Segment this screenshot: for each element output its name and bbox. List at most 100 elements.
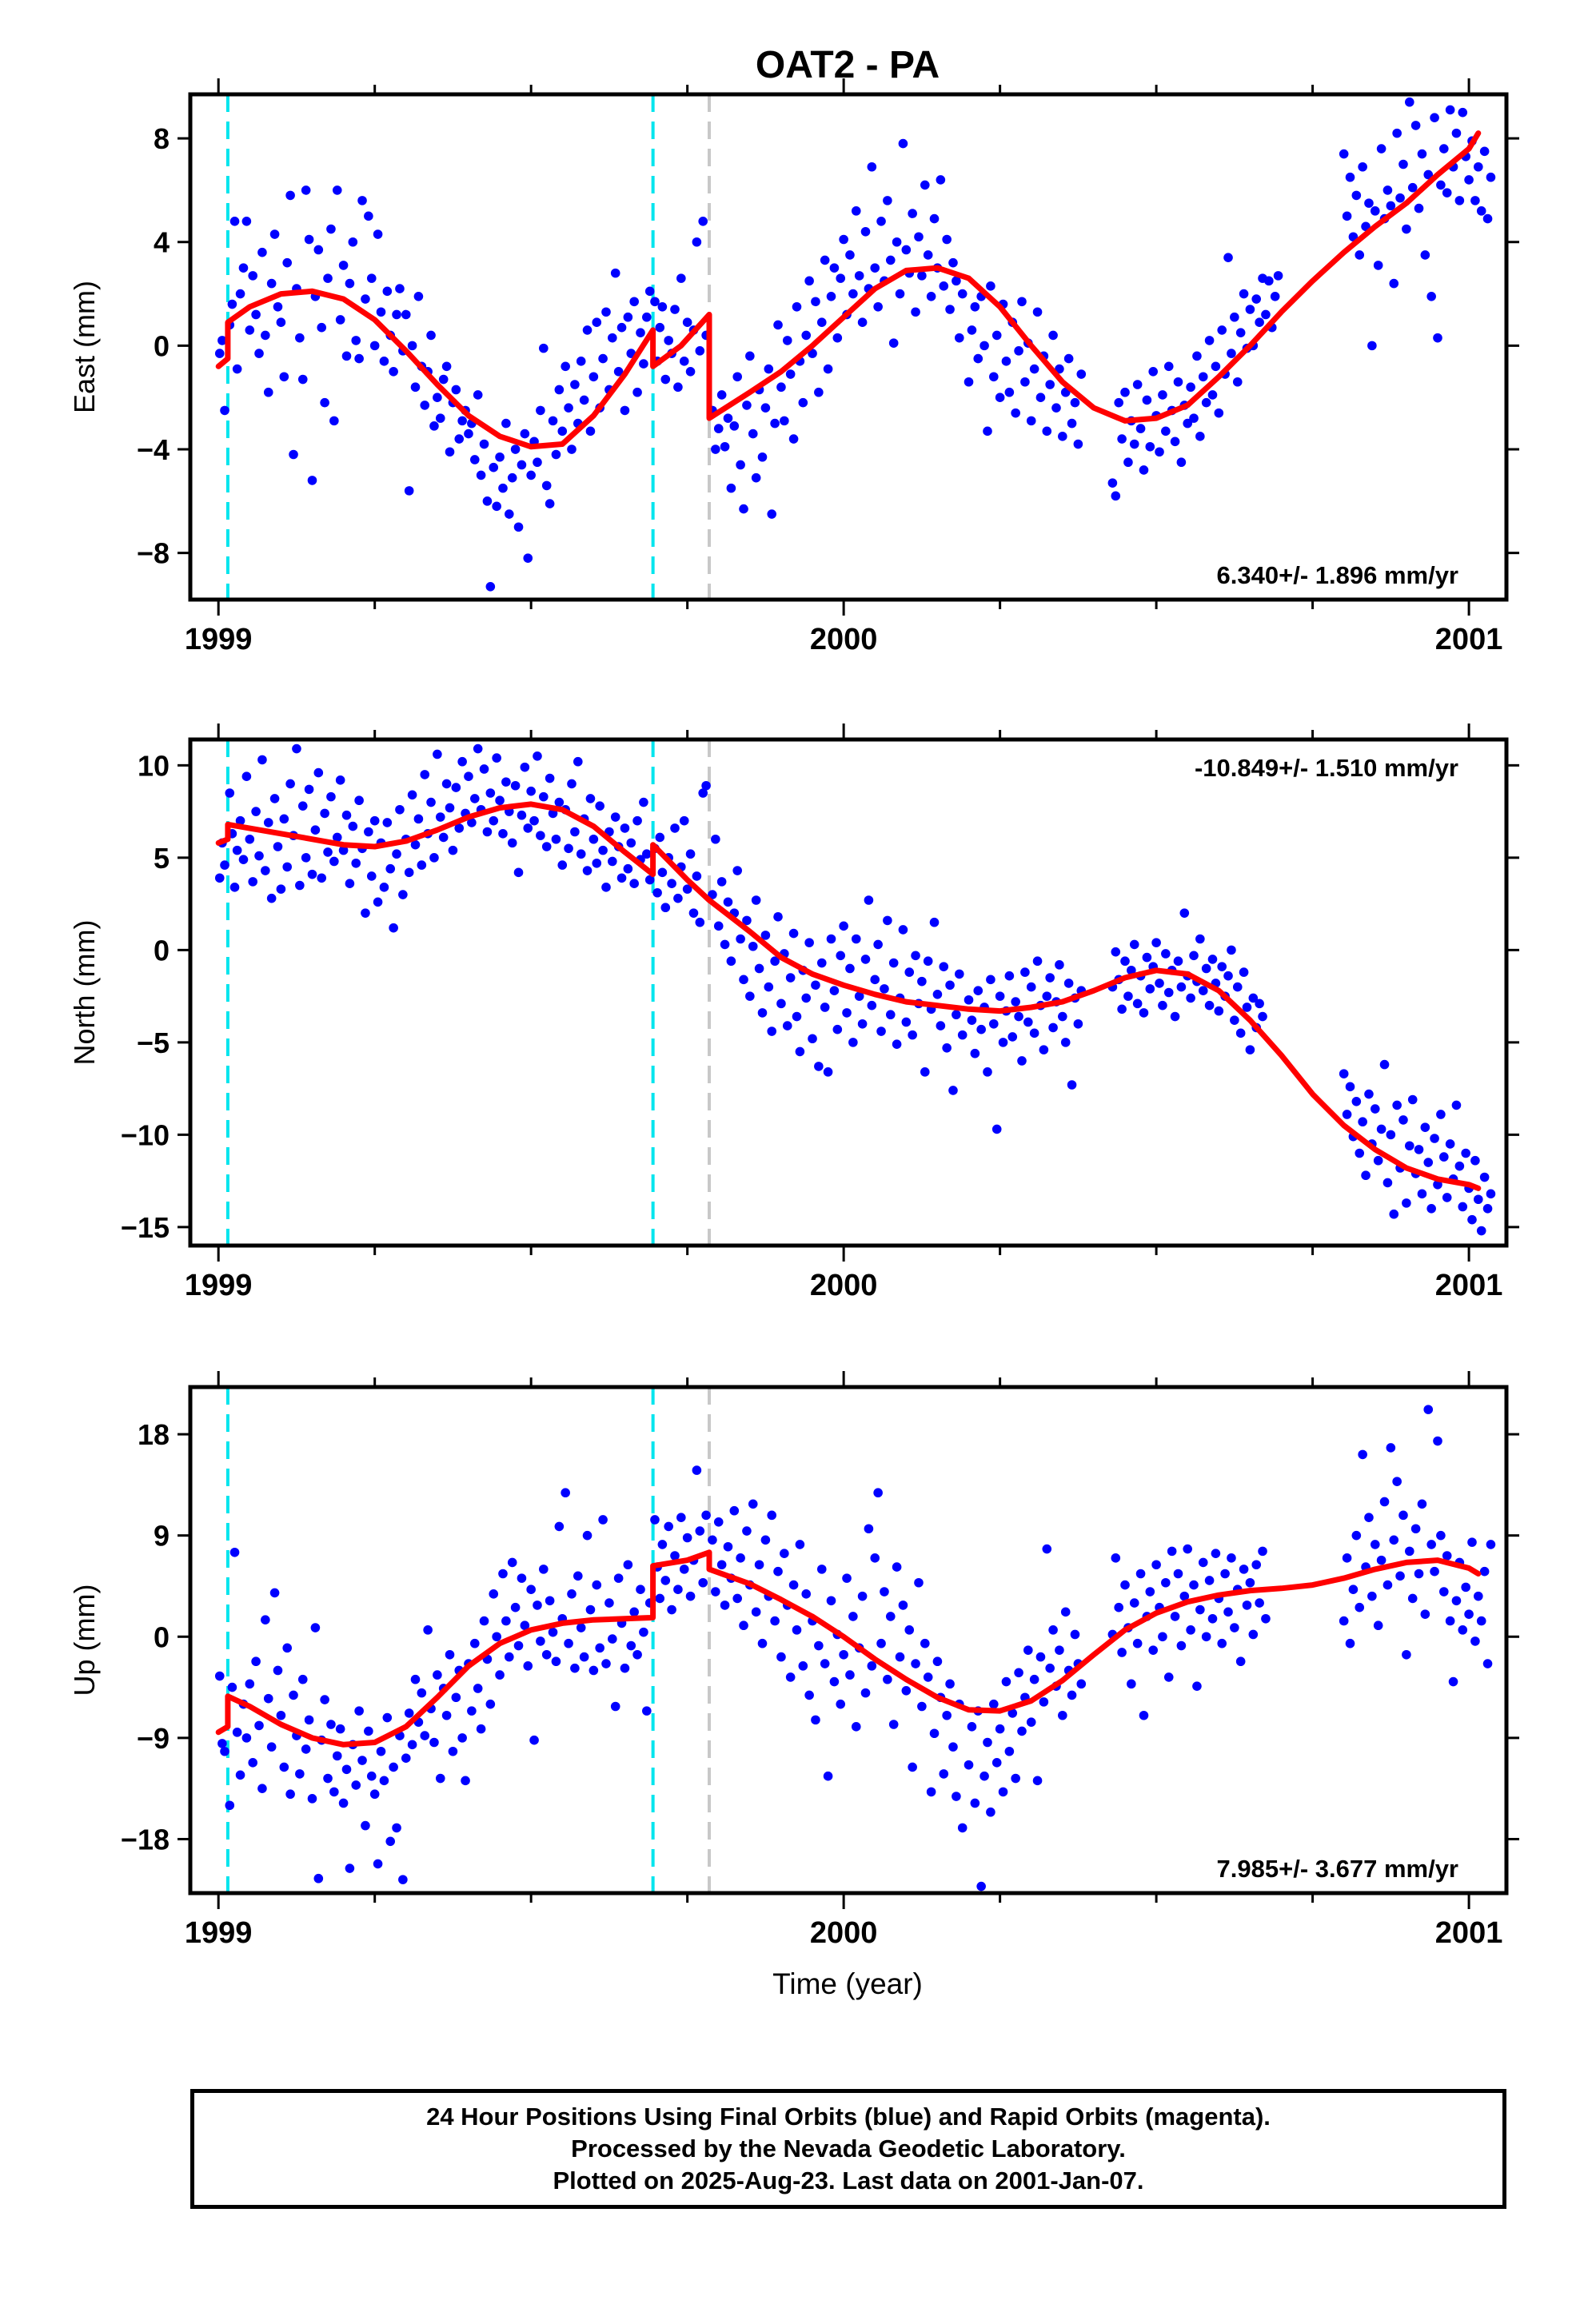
data-point [823,364,833,374]
data-point [760,931,771,940]
data-point [1142,952,1152,963]
data-point [438,832,449,843]
data-point [1004,971,1015,981]
data-point [263,387,273,397]
data-point [970,1798,980,1808]
data-point [379,883,389,892]
data-point [1139,1008,1149,1018]
data-point [864,1524,874,1534]
data-point [1382,185,1393,195]
data-point [751,1607,761,1617]
data-point [870,975,880,985]
data-point [720,1600,730,1610]
data-point [545,499,555,508]
data-point [885,1010,896,1020]
data-point [967,1722,977,1732]
data-point [261,1615,270,1624]
data-point [526,786,536,796]
data-point [417,1688,427,1698]
data-point [557,426,568,436]
data-point [964,995,974,1005]
data-point [748,941,758,951]
data-point [901,1686,912,1696]
data-point [1264,276,1274,286]
velocity-label: 6.340+/- 1.896 mm/yr [1217,561,1458,589]
panel-data-north [214,739,1496,1246]
data-point [285,1789,295,1800]
data-point [860,226,871,237]
data-point [820,1659,830,1668]
data-point [407,341,417,351]
data-point [1183,1544,1193,1554]
data-point [307,476,317,485]
data-point [536,405,545,416]
data-point [685,849,696,859]
data-point [1198,372,1208,382]
data-point [952,1792,961,1801]
data-point [1232,377,1243,387]
data-point [604,1598,614,1608]
data-point [510,780,521,791]
model-fit-line [215,1549,1482,1748]
data-point [1248,1629,1259,1640]
data-point [523,1661,533,1671]
data-point [1011,1773,1020,1784]
data-point [657,1540,668,1549]
data-point [245,834,255,844]
y-tick-label: 5 [154,842,170,875]
data-point [1132,999,1143,1009]
data-point [848,1612,858,1621]
data-point [864,895,874,905]
data-point [980,1771,989,1781]
data-point [227,1682,237,1692]
data-point [1448,1676,1458,1687]
data-point [354,1706,364,1716]
data-point [1420,250,1430,260]
data-point [711,1587,720,1597]
data-point [820,255,830,265]
data-point [986,1807,995,1817]
data-point [1420,1609,1430,1619]
panel-frame [188,737,1509,1248]
data-point [1373,1620,1383,1631]
data-point [217,336,227,345]
data-point [241,1733,252,1743]
data-point [1445,1139,1455,1149]
data-point [1439,1152,1449,1162]
data-point [1117,1648,1127,1657]
data-point [573,1571,583,1581]
data-point [429,853,439,863]
data-point [536,831,545,840]
data-point [1410,121,1421,130]
data-point [814,1640,824,1651]
data-point [338,1798,349,1808]
data-point [1358,1117,1367,1127]
data-point [679,357,689,366]
y-tick-label: −15 [121,1211,170,1244]
y-axis-label: East (mm) [68,281,101,413]
data-point [923,1672,933,1682]
data-point [952,1010,961,1020]
data-point [767,509,777,519]
data-point [867,1661,877,1671]
data-point [229,217,240,226]
data-point [263,1693,273,1704]
data-point [826,292,836,301]
data-point [698,217,708,226]
data-point [667,879,676,888]
data-point [695,346,705,356]
data-point [1029,1028,1039,1038]
data-point [545,1596,555,1606]
data-point [739,975,748,985]
data-point [297,1674,308,1684]
data-point [701,1510,711,1521]
data-point [936,175,946,185]
data-point [776,382,786,393]
data-point [836,1699,846,1709]
data-point [736,1553,745,1563]
data-point [282,257,293,268]
data-point [1474,1591,1483,1601]
data-point [726,956,736,967]
data-point [739,504,748,514]
data-point [404,486,414,496]
